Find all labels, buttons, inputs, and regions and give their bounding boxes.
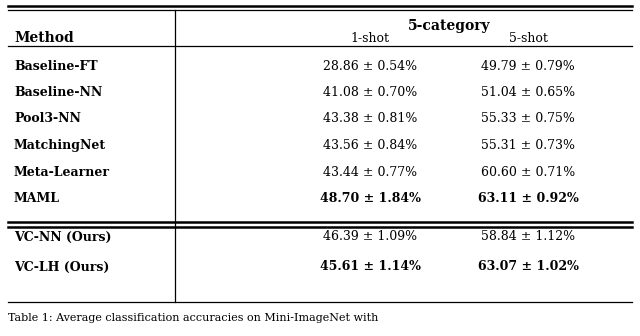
Text: Method: Method	[14, 31, 74, 45]
Text: 5-shot: 5-shot	[509, 32, 547, 44]
Text: MAML: MAML	[14, 192, 60, 205]
Text: 60.60 ± 0.71%: 60.60 ± 0.71%	[481, 166, 575, 178]
Text: 51.04 ± 0.65%: 51.04 ± 0.65%	[481, 86, 575, 99]
Text: 48.70 ± 1.84%: 48.70 ± 1.84%	[319, 192, 420, 205]
Text: 43.44 ± 0.77%: 43.44 ± 0.77%	[323, 166, 417, 178]
Text: 55.33 ± 0.75%: 55.33 ± 0.75%	[481, 113, 575, 126]
Text: 55.31 ± 0.73%: 55.31 ± 0.73%	[481, 139, 575, 152]
Text: Baseline-NN: Baseline-NN	[14, 86, 102, 99]
Text: 43.38 ± 0.81%: 43.38 ± 0.81%	[323, 113, 417, 126]
Text: 49.79 ± 0.79%: 49.79 ± 0.79%	[481, 59, 575, 73]
Text: VC-LH (Ours): VC-LH (Ours)	[14, 260, 109, 274]
Text: 43.56 ± 0.84%: 43.56 ± 0.84%	[323, 139, 417, 152]
Text: 41.08 ± 0.70%: 41.08 ± 0.70%	[323, 86, 417, 99]
Text: 63.11 ± 0.92%: 63.11 ± 0.92%	[477, 192, 579, 205]
Text: 58.84 ± 1.12%: 58.84 ± 1.12%	[481, 230, 575, 244]
Text: 5-category: 5-category	[408, 19, 490, 33]
Text: MatchingNet: MatchingNet	[14, 139, 106, 152]
Text: VC-NN (Ours): VC-NN (Ours)	[14, 230, 111, 244]
Text: 1-shot: 1-shot	[351, 32, 390, 44]
Text: Baseline-FT: Baseline-FT	[14, 59, 98, 73]
Text: Meta-Learner: Meta-Learner	[14, 166, 110, 178]
Text: Pool3-NN: Pool3-NN	[14, 113, 81, 126]
Text: 63.07 ± 1.02%: 63.07 ± 1.02%	[477, 260, 579, 274]
Text: 28.86 ± 0.54%: 28.86 ± 0.54%	[323, 59, 417, 73]
Text: 46.39 ± 1.09%: 46.39 ± 1.09%	[323, 230, 417, 244]
Text: Table 1: Average classification accuracies on Mini-ImageNet with: Table 1: Average classification accuraci…	[8, 313, 378, 323]
Text: 45.61 ± 1.14%: 45.61 ± 1.14%	[319, 260, 420, 274]
